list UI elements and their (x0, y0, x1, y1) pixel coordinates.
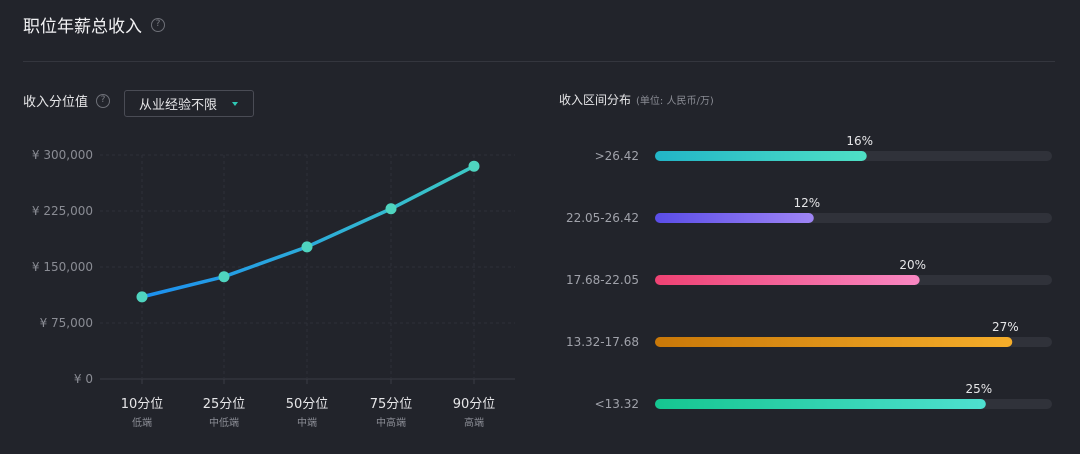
data-point[interactable] (218, 271, 230, 283)
help-icon[interactable]: ? (96, 93, 111, 108)
caret-down-icon (232, 102, 238, 106)
experience-select-value: 从业经验不限 (139, 98, 218, 113)
bar[interactable] (655, 275, 920, 285)
x-tick-sublabel: 中高端 (376, 416, 406, 429)
bar[interactable] (655, 337, 1013, 347)
category-label: <13.32 (595, 397, 639, 411)
data-label: 25% (965, 382, 992, 396)
series-line (140, 164, 476, 299)
x-tick-label: 75分位 (370, 397, 413, 412)
distribution-unit: (单位: 人民币/万) (636, 96, 714, 107)
data-label: 27% (992, 320, 1019, 334)
data-point[interactable] (468, 160, 480, 172)
x-tick-label: 25分位 (203, 397, 246, 412)
y-tick-label: ¥ 75,000 (40, 316, 93, 330)
bar[interactable] (655, 399, 986, 409)
percentile-line-chart: ¥ 300,000 ¥ 225,000 ¥ 150,000 ¥ 75,000 ¥ 0 1… (32, 148, 515, 429)
bar[interactable] (655, 213, 814, 223)
x-tick-label: 90分位 (453, 397, 496, 412)
income-range-bar-chart: >26.42 16% 22.05-26.42 12% 17.68-22.05 20% 13.… (566, 134, 1052, 411)
x-tick-sublabel: 高端 (464, 416, 484, 429)
distribution-title: 收入区间分布 (559, 93, 632, 107)
help-icon[interactable]: ? (151, 17, 165, 32)
data-point[interactable] (301, 241, 313, 253)
x-tick-sublabel: 低端 (132, 416, 152, 429)
category-label: 17.68-22.05 (566, 273, 639, 287)
y-tick-label: ¥ 150,000 (32, 260, 93, 274)
category-label: 22.05-26.42 (566, 211, 639, 225)
x-tick-label: 10分位 (121, 397, 164, 412)
bar[interactable] (655, 151, 867, 161)
category-label: >26.42 (595, 149, 639, 163)
x-tick-label: 50分位 (286, 397, 329, 412)
page-title: 职位年薪总收入 (23, 17, 142, 37)
data-point[interactable] (385, 203, 397, 215)
percentile-header: 收入分位值 ? (23, 91, 111, 110)
data-label: 12% (793, 196, 820, 210)
y-tick-label: ¥ 300,000 (32, 148, 93, 162)
experience-select[interactable]: 从业经验不限 (124, 90, 254, 117)
section-title: 职位年薪总收入 ? (23, 12, 165, 37)
x-tick-sublabel: 中低端 (209, 416, 239, 429)
data-label: 16% (846, 134, 873, 148)
y-tick-label: ¥ 225,000 (32, 204, 93, 218)
divider (23, 61, 1055, 62)
percentile-label: 收入分位值 (23, 95, 89, 110)
data-point[interactable] (136, 291, 148, 303)
x-tick-sublabel: 中端 (297, 416, 317, 429)
category-label: 13.32-17.68 (566, 335, 639, 349)
distribution-header: 收入区间分布 (单位: 人民币/万) (559, 91, 714, 108)
data-label: 20% (899, 258, 926, 272)
y-tick-label: ¥ 0 (74, 372, 93, 386)
